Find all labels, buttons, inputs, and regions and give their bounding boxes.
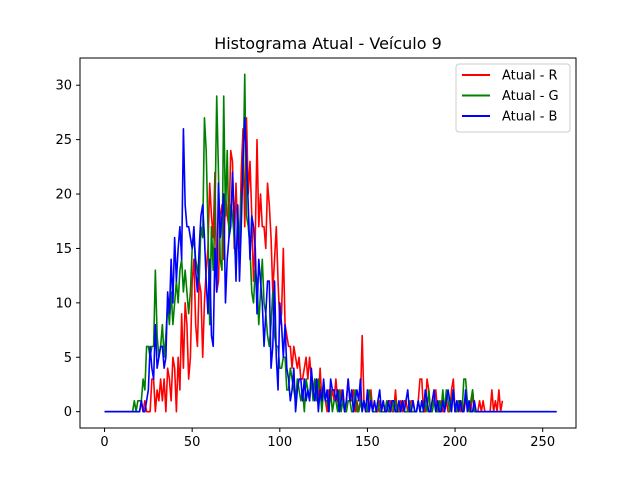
y-tick-label: 20 <box>55 188 72 203</box>
legend-label-2: Atual - G <box>502 89 559 104</box>
legend-label-3: Atual - B <box>502 110 557 125</box>
series-line-1 <box>104 117 504 413</box>
x-tick-label: 100 <box>267 435 292 450</box>
legend-label-1: Atual - R <box>502 69 558 84</box>
y-tick-label: 10 <box>55 296 72 311</box>
x-tick-label: 250 <box>530 435 555 450</box>
x-tick-label: 200 <box>443 435 468 450</box>
x-tick-label: 50 <box>184 435 201 450</box>
y-tick-label: 30 <box>55 79 72 94</box>
x-tick-label: 150 <box>355 435 380 450</box>
y-tick-label: 5 <box>64 351 72 366</box>
plot-frame <box>79 57 577 429</box>
y-tick-label: 15 <box>55 242 72 257</box>
x-axis: 0 50 100 150 200 250 <box>100 428 555 450</box>
y-tick-label: 0 <box>64 405 72 420</box>
y-tick-label: 25 <box>55 133 72 148</box>
series-layer <box>104 73 557 413</box>
chart-title: Histograma Atual - Veículo 9 <box>214 34 442 53</box>
series-line-3 <box>104 117 557 413</box>
x-tick-label: 0 <box>100 435 108 450</box>
y-axis: 0 5 10 15 20 25 30 <box>55 79 80 420</box>
legend: Atual - R Atual - G Atual - B <box>455 63 571 133</box>
